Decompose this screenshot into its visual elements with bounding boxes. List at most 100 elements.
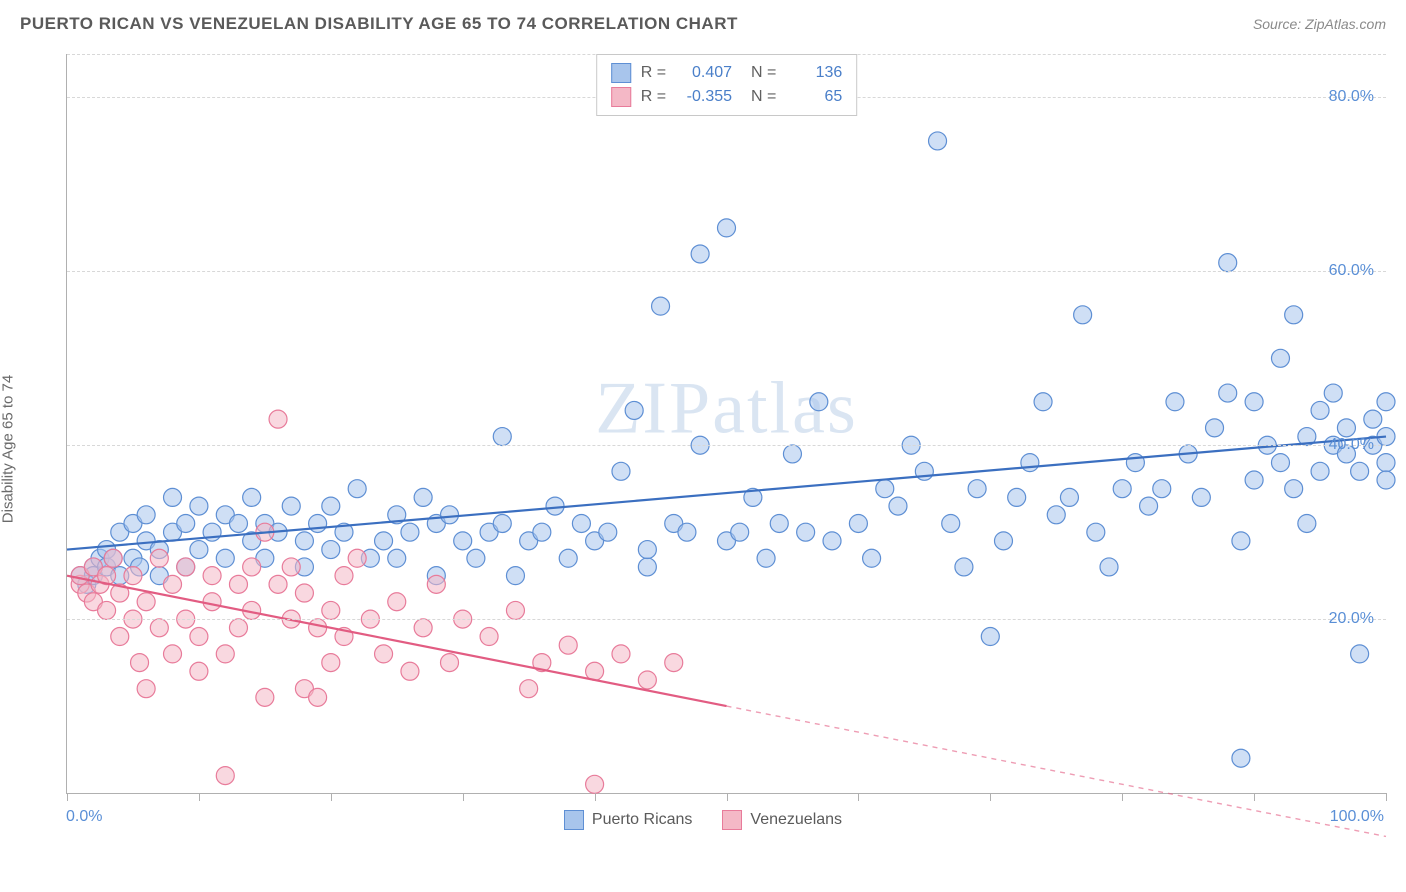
data-point (1100, 558, 1118, 576)
data-point (757, 549, 775, 567)
x-tick (1386, 793, 1387, 801)
plot-area: ZIPatlas R =0.407 N =136R =-0.355 N =65 … (66, 54, 1386, 794)
data-point (190, 541, 208, 559)
data-point (1140, 497, 1158, 515)
data-point (849, 514, 867, 532)
data-point (309, 514, 327, 532)
data-point (137, 680, 155, 698)
data-point (203, 593, 221, 611)
data-point (1311, 401, 1329, 419)
data-point (335, 567, 353, 585)
n-label: N = (742, 64, 776, 82)
data-point (322, 601, 340, 619)
chart-header: PUERTO RICAN VS VENEZUELAN DISABILITY AG… (0, 0, 1406, 40)
data-point (309, 619, 327, 637)
data-point (1245, 393, 1263, 411)
data-point (467, 549, 485, 567)
data-point (1206, 419, 1224, 437)
legend-swatch (611, 87, 631, 107)
data-point (520, 680, 538, 698)
data-point (1311, 462, 1329, 480)
data-point (401, 662, 419, 680)
data-point (322, 654, 340, 672)
x-tick (199, 793, 200, 801)
data-point (1113, 480, 1131, 498)
data-point (177, 558, 195, 576)
data-point (243, 488, 261, 506)
data-point (929, 132, 947, 150)
data-point (1324, 384, 1342, 402)
legend-label: Venezuelans (750, 811, 842, 829)
data-point (942, 514, 960, 532)
y-tick-label: 20.0% (1329, 610, 1374, 628)
data-point (823, 532, 841, 550)
data-point (295, 584, 313, 602)
data-point (190, 497, 208, 515)
data-point (1021, 454, 1039, 472)
x-tick (1254, 793, 1255, 801)
stats-row: R = 0.407 N = 136 (611, 61, 843, 85)
data-point (1232, 532, 1250, 550)
data-point (348, 549, 366, 567)
data-point (968, 480, 986, 498)
data-point (559, 549, 577, 567)
x-tick (463, 793, 464, 801)
data-point (1219, 254, 1237, 272)
data-point (783, 445, 801, 463)
data-point (638, 671, 656, 689)
data-point (414, 488, 432, 506)
data-point (480, 628, 498, 646)
x-tick (595, 793, 596, 801)
n-value: 65 (786, 88, 842, 106)
data-point (282, 558, 300, 576)
data-point (295, 532, 313, 550)
data-point (164, 645, 182, 663)
data-point (454, 532, 472, 550)
data-point (1351, 645, 1369, 663)
data-point (348, 480, 366, 498)
data-point (269, 575, 287, 593)
data-point (388, 593, 406, 611)
data-point (441, 506, 459, 524)
data-point (506, 567, 524, 585)
data-point (190, 628, 208, 646)
data-point (131, 654, 149, 672)
data-point (863, 549, 881, 567)
n-label: N = (742, 88, 776, 106)
data-point (718, 219, 736, 237)
data-point (256, 688, 274, 706)
data-point (1245, 471, 1263, 489)
data-point (229, 619, 247, 637)
data-point (1298, 514, 1316, 532)
data-point (625, 401, 643, 419)
data-point (322, 541, 340, 559)
data-point (770, 514, 788, 532)
data-point (994, 532, 1012, 550)
data-point (691, 245, 709, 263)
data-point (810, 393, 828, 411)
x-tick (727, 793, 728, 801)
r-label: R = (641, 64, 666, 82)
data-point (1271, 454, 1289, 472)
data-point (1192, 488, 1210, 506)
data-point (493, 428, 511, 446)
data-point (506, 601, 524, 619)
r-label: R = (641, 88, 666, 106)
data-point (731, 523, 749, 541)
data-point (375, 532, 393, 550)
x-tick (67, 793, 68, 801)
data-point (401, 523, 419, 541)
data-point (375, 645, 393, 663)
y-tick-label: 60.0% (1329, 262, 1374, 280)
data-point (322, 497, 340, 515)
data-point (98, 601, 116, 619)
data-point (150, 619, 168, 637)
r-value: 0.407 (676, 64, 732, 82)
data-point (889, 497, 907, 515)
legend-item: Puerto Ricans (564, 810, 693, 830)
data-point (493, 514, 511, 532)
data-point (282, 497, 300, 515)
y-tick-label: 80.0% (1329, 88, 1374, 106)
n-value: 136 (786, 64, 842, 82)
data-point (216, 645, 234, 663)
